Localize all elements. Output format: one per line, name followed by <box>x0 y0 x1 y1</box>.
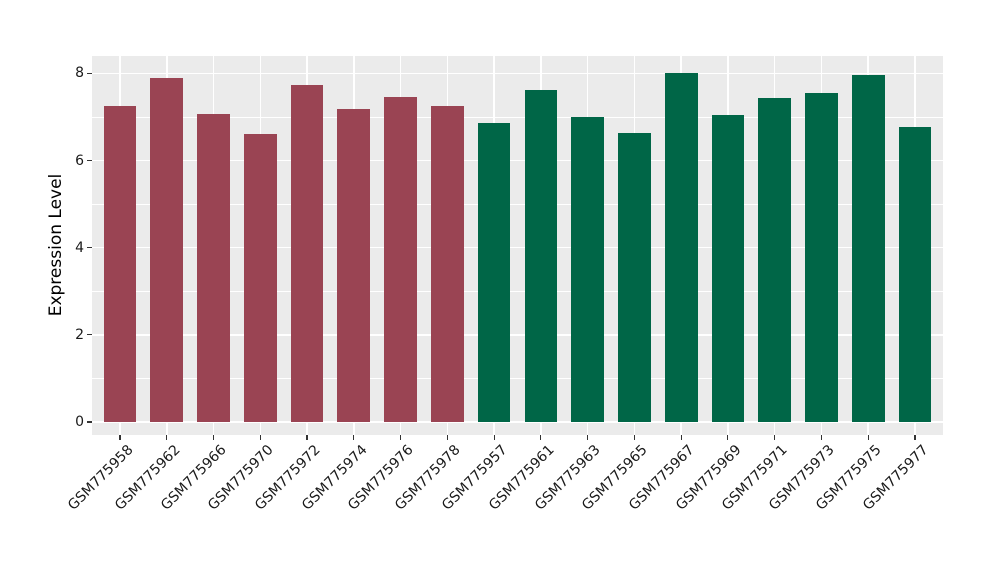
x-tick <box>166 435 168 440</box>
bar-GSM775977 <box>898 126 932 422</box>
x-tick <box>306 435 308 440</box>
y-tick <box>87 421 92 423</box>
x-tick <box>727 435 729 440</box>
bar-GSM775957 <box>477 123 511 422</box>
x-tick <box>680 435 682 440</box>
bar-GSM775972 <box>290 85 324 422</box>
gridline-major <box>92 72 943 75</box>
gridline-major <box>92 246 943 249</box>
x-tick <box>400 435 402 440</box>
bar-GSM775970 <box>243 134 277 422</box>
x-tick <box>867 435 869 440</box>
bar-GSM775971 <box>758 97 792 422</box>
y-tick <box>87 334 92 336</box>
gridline-minor <box>92 378 943 380</box>
x-tick <box>774 435 776 440</box>
gridline-minor <box>92 291 943 293</box>
gridline-minor <box>92 117 943 118</box>
x-tick <box>914 435 916 440</box>
x-tick <box>493 435 495 440</box>
bar-GSM775978 <box>430 105 464 422</box>
x-tick <box>119 435 121 440</box>
bar-GSM775973 <box>805 93 838 422</box>
x-tick <box>587 435 589 440</box>
y-tick-label: 4 <box>75 239 84 256</box>
y-tick-label: 2 <box>75 326 84 343</box>
bar-GSM775969 <box>711 114 745 422</box>
bar-GSM775961 <box>524 90 558 422</box>
bar-GSM775975 <box>851 75 885 422</box>
y-tick-label: 8 <box>75 65 84 82</box>
gridline-minor <box>92 204 943 205</box>
y-tick-label: 6 <box>75 152 84 169</box>
bar-GSM775963 <box>571 116 604 422</box>
plot-panel <box>92 56 943 435</box>
gridline-major <box>92 421 943 423</box>
bar-GSM775966 <box>197 114 230 422</box>
bar-GSM775962 <box>150 77 184 422</box>
bar-GSM775974 <box>337 109 371 422</box>
y-tick <box>87 247 92 249</box>
x-tick <box>212 435 215 440</box>
y-tick-label: 0 <box>75 414 84 430</box>
bar-GSM775965 <box>618 132 651 422</box>
x-tick <box>259 435 261 440</box>
x-tick <box>353 435 355 440</box>
gridline-major <box>92 334 943 336</box>
bar-GSM775967 <box>664 73 698 422</box>
x-tick <box>820 435 823 440</box>
bar-GSM775976 <box>384 97 417 422</box>
x-tick <box>540 435 542 440</box>
y-tick <box>87 159 92 162</box>
x-tick <box>446 435 448 440</box>
y-tick <box>87 72 92 75</box>
x-tick <box>633 435 635 440</box>
gridline-major <box>92 159 943 162</box>
bar-GSM775958 <box>103 106 137 422</box>
